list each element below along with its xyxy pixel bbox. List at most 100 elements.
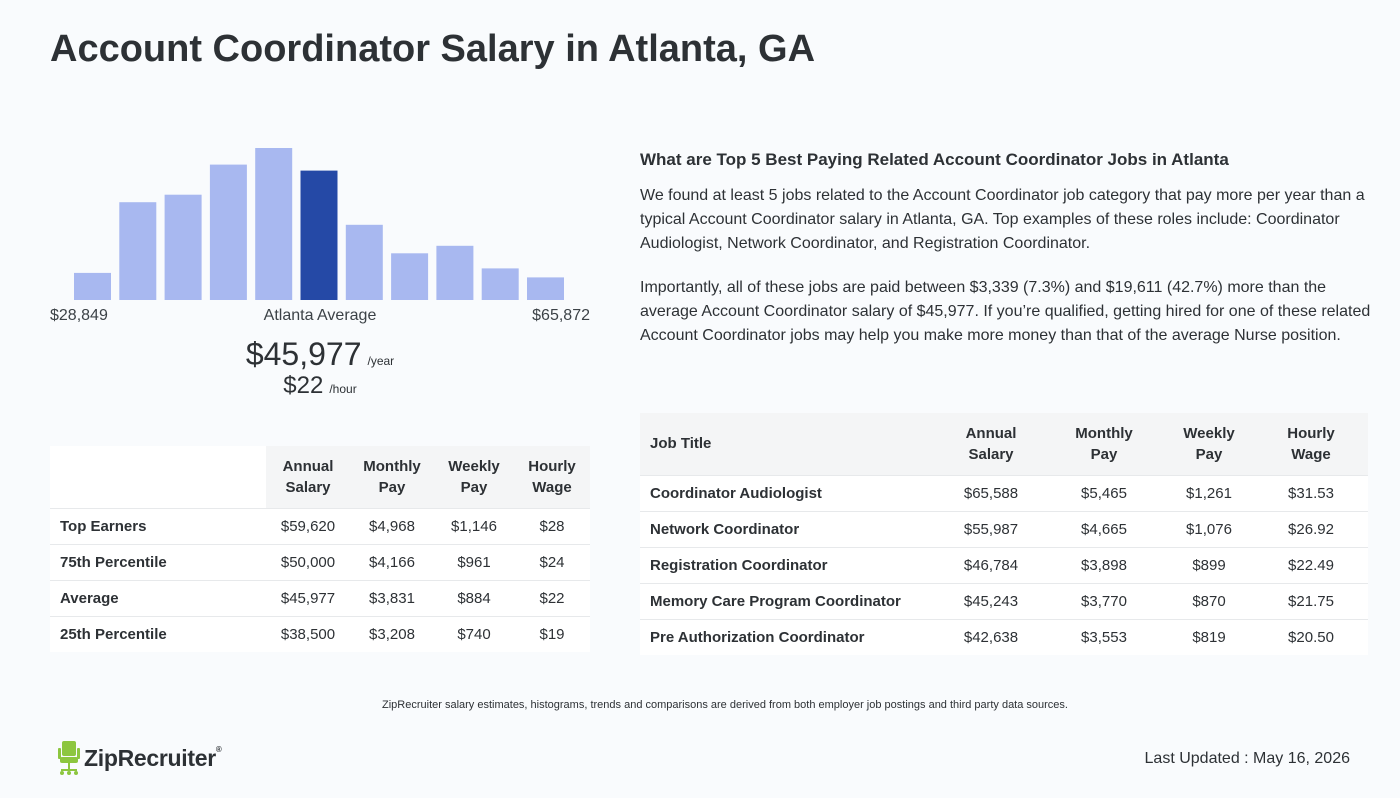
row-label: 25th Percentile (50, 615, 266, 652)
percentile-table: Annual Salary Monthly Pay Weekly Pay Hourly… (50, 446, 590, 652)
histogram-bar (74, 272, 111, 300)
job-title-cell: Coordinator Audiologist (640, 474, 938, 511)
header-monthly-pay: Monthly Pay (350, 446, 434, 508)
cell-annual: $38,500 (266, 615, 350, 652)
cell-hourly: $26.92 (1254, 510, 1368, 547)
job-title-cell: Registration Coordinator (640, 546, 938, 583)
cell-monthly: $3,831 (350, 579, 434, 616)
related-jobs-table: Job Title Annual Salary Monthly Pay Weekly… (640, 413, 1368, 655)
histogram-bar (209, 164, 247, 300)
cell-annual: $55,987 (938, 510, 1044, 547)
table-row: Registration Coordinator $46,784 $3,898 … (640, 546, 1368, 583)
cell-hourly: $22 (514, 579, 590, 616)
average-hourly-value: $22 (283, 372, 324, 399)
average-yearly: $45,977/year (50, 336, 590, 373)
cell-weekly: $819 (1164, 618, 1254, 655)
table-row: Network Coordinator $55,987 $4,665 $1,07… (640, 510, 1368, 547)
ziprecruiter-logo[interactable]: ZipRecruiter® (58, 740, 222, 776)
cell-weekly: $884 (434, 579, 514, 616)
cell-hourly: $20.50 (1254, 618, 1368, 655)
histogram-bar (255, 148, 293, 300)
histogram-bar (436, 245, 474, 300)
cell-weekly: $870 (1164, 582, 1254, 619)
row-label: 75th Percentile (50, 543, 266, 580)
cell-monthly: $3,770 (1044, 582, 1164, 619)
salary-histogram (50, 140, 590, 302)
header-blank (50, 446, 266, 508)
cell-annual: $45,243 (938, 582, 1044, 619)
header-hourly-wage: Hourly Wage (514, 446, 590, 508)
page-title: Account Coordinator Salary in Atlanta, G… (50, 28, 816, 70)
header-annual-salary: Annual Salary (938, 413, 1044, 475)
cell-annual: $59,620 (266, 507, 350, 544)
header-hourly-wage: Hourly Wage (1254, 413, 1368, 475)
cell-weekly: $1,146 (434, 507, 514, 544)
cell-weekly: $961 (434, 543, 514, 580)
histogram-bar (481, 268, 519, 300)
header-weekly-pay: Weekly Pay (1164, 413, 1254, 475)
table-row: Average $45,977 $3,831 $884 $22 (50, 579, 590, 616)
cell-weekly: $740 (434, 615, 514, 652)
table-row: Pre Authorization Coordinator $42,638 $3… (640, 618, 1368, 655)
average-hourly-unit: /hour (329, 382, 357, 396)
cell-weekly: $1,261 (1164, 474, 1254, 511)
jobs-header-row: Job Title Annual Salary Monthly Pay Weekly… (640, 413, 1368, 475)
histogram-svg (74, 148, 564, 300)
header-weekly-pay: Weekly Pay (434, 446, 514, 508)
table-row: Coordinator Audiologist $65,588 $5,465 $… (640, 474, 1368, 511)
cell-hourly: $31.53 (1254, 474, 1368, 511)
cell-monthly: $3,208 (350, 615, 434, 652)
table-row: 25th Percentile $38,500 $3,208 $740 $19 (50, 615, 590, 652)
header-monthly-pay: Monthly Pay (1044, 413, 1164, 475)
cell-annual: $65,588 (938, 474, 1044, 511)
row-label: Top Earners (50, 507, 266, 544)
cell-monthly: $3,898 (1044, 546, 1164, 583)
disclaimer-text: ZipRecruiter salary estimates, histogram… (382, 699, 1068, 711)
last-updated: Last Updated : May 16, 2026 (1144, 750, 1350, 767)
atlanta-average-label: Atlanta Average (263, 307, 377, 324)
related-paragraph-1: We found at least 5 jobs related to the … (640, 187, 1365, 252)
histogram-bar (391, 253, 429, 300)
job-title-cell: Pre Authorization Coordinator (640, 618, 938, 655)
logo-wordmark: ZipRecruiter® (84, 744, 222, 771)
job-title-cell: Memory Care Program Coordinator (640, 582, 938, 619)
cell-monthly: $4,166 (350, 543, 434, 580)
range-max-label: $65,872 (532, 307, 590, 324)
cell-monthly: $4,968 (350, 507, 434, 544)
histogram-bar (119, 202, 157, 300)
cell-weekly: $1,076 (1164, 510, 1254, 547)
header-job-title: Job Title (640, 413, 938, 475)
percentile-header-row: Annual Salary Monthly Pay Weekly Pay Hourly… (50, 446, 590, 508)
cell-hourly: $22.49 (1254, 546, 1368, 583)
average-hourly: $22/hour (50, 372, 590, 400)
table-row: Memory Care Program Coordinator $45,243 … (640, 582, 1368, 619)
histogram-bar-average (300, 170, 338, 300)
cell-annual: $42,638 (938, 618, 1044, 655)
histogram-bar (345, 224, 383, 300)
range-min-label: $28,849 (50, 307, 108, 324)
average-yearly-unit: /year (367, 354, 395, 368)
cell-hourly: $24 (514, 543, 590, 580)
cell-annual: $45,977 (266, 579, 350, 616)
histogram-bar (164, 194, 202, 300)
table-row: Top Earners $59,620 $4,968 $1,146 $28 (50, 507, 590, 544)
cell-monthly: $4,665 (1044, 510, 1164, 547)
cell-monthly: $5,465 (1044, 474, 1164, 511)
table-row: 75th Percentile $50,000 $4,166 $961 $24 (50, 543, 590, 580)
ziprecruiter-chair-icon (58, 741, 80, 775)
related-jobs-title: What are Top 5 Best Paying Related Accou… (640, 150, 1229, 169)
related-paragraph-2: Importantly, all of these jobs are paid … (640, 279, 1371, 344)
cell-hourly: $28 (514, 507, 590, 544)
average-yearly-value: $45,977 (245, 336, 362, 372)
cell-monthly: $3,553 (1044, 618, 1164, 655)
histogram-range: $28,849 Atlanta Average $65,872 (50, 307, 590, 327)
cell-annual: $50,000 (266, 543, 350, 580)
cell-weekly: $899 (1164, 546, 1254, 583)
cell-hourly: $19 (514, 615, 590, 652)
header-annual-salary: Annual Salary (266, 446, 350, 508)
cell-hourly: $21.75 (1254, 582, 1368, 619)
histogram-bar (527, 277, 564, 300)
job-title-cell: Network Coordinator (640, 510, 938, 547)
cell-annual: $46,784 (938, 546, 1044, 583)
row-label: Average (50, 579, 266, 616)
